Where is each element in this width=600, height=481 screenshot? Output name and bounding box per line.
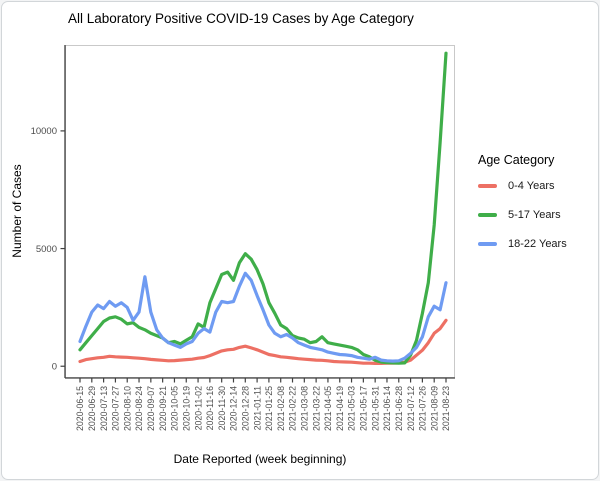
x-axis-title: Date Reported (week beginning)	[173, 452, 347, 466]
legend-label-18-22-years: 18-22 Years	[508, 238, 567, 250]
svg-text:2021-05-17: 2021-05-17	[359, 386, 369, 431]
legend-item-18-22-years: 18-22 Years	[478, 238, 567, 250]
svg-text:2020-06-15: 2020-06-15	[75, 386, 85, 431]
svg-text:2020-12-14: 2020-12-14	[229, 386, 239, 431]
svg-text:2020-07-13: 2020-07-13	[99, 386, 109, 431]
svg-text:2020-09-07: 2020-09-07	[146, 386, 156, 431]
legend: Age Category 0-4 Years 5-17 Years 18-22 …	[478, 153, 567, 267]
svg-text:2021-08-09: 2021-08-09	[429, 386, 439, 431]
svg-text:0: 0	[52, 361, 57, 372]
svg-text:2020-11-30: 2020-11-30	[217, 386, 227, 430]
svg-text:2021-05-31: 2021-05-31	[370, 386, 380, 431]
svg-text:2021-02-22: 2021-02-22	[288, 386, 298, 431]
svg-text:5000: 5000	[36, 244, 57, 255]
svg-text:2021-03-08: 2021-03-08	[300, 386, 310, 431]
svg-text:2021-01-11: 2021-01-11	[252, 386, 262, 430]
svg-text:2020-06-29: 2020-06-29	[87, 386, 97, 431]
legend-label-0-4-years: 0-4 Years	[508, 180, 555, 192]
svg-text:2021-05-03: 2021-05-03	[347, 386, 357, 431]
legend-swatch-18-22-years-icon	[478, 242, 497, 246]
legend-item-5-17-years: 5-17 Years	[478, 209, 567, 221]
legend-swatch-0-4-years-icon	[478, 184, 497, 188]
svg-text:2021-08-23: 2021-08-23	[441, 386, 451, 431]
legend-swatch-5-17-years-icon	[478, 213, 497, 217]
svg-text:2020-12-28: 2020-12-28	[240, 386, 250, 431]
legend-title: Age Category	[478, 153, 555, 167]
legend-label-5-17-years: 5-17 Years	[508, 209, 561, 221]
svg-text:2021-04-05: 2021-04-05	[323, 386, 333, 431]
svg-text:2020-10-05: 2020-10-05	[170, 386, 180, 431]
svg-text:2021-06-28: 2021-06-28	[394, 386, 404, 431]
chart-title: All Laboratory Positive COVID-19 Cases b…	[68, 11, 414, 26]
svg-text:2021-02-08: 2021-02-08	[276, 386, 286, 431]
svg-text:2021-01-25: 2021-01-25	[264, 386, 274, 431]
svg-text:2020-11-16: 2020-11-16	[205, 386, 215, 430]
svg-text:2020-07-27: 2020-07-27	[111, 386, 121, 431]
legend-item-0-4-years: 0-4 Years	[478, 180, 567, 192]
svg-text:2020-08-10: 2020-08-10	[122, 386, 132, 431]
svg-text:2021-03-22: 2021-03-22	[311, 386, 321, 431]
y-axis-title: Number of Cases	[10, 164, 24, 258]
svg-text:2020-10-19: 2020-10-19	[181, 386, 191, 431]
svg-text:10000: 10000	[31, 126, 57, 137]
svg-text:2021-06-14: 2021-06-14	[382, 386, 392, 431]
svg-text:2020-09-21: 2020-09-21	[158, 386, 168, 431]
svg-text:2021-07-26: 2021-07-26	[418, 386, 428, 431]
svg-text:2020-08-24: 2020-08-24	[134, 386, 144, 431]
svg-text:2020-11-02: 2020-11-02	[193, 386, 203, 430]
svg-text:2021-04-19: 2021-04-19	[335, 386, 345, 431]
svg-text:2021-07-12: 2021-07-12	[406, 386, 416, 431]
